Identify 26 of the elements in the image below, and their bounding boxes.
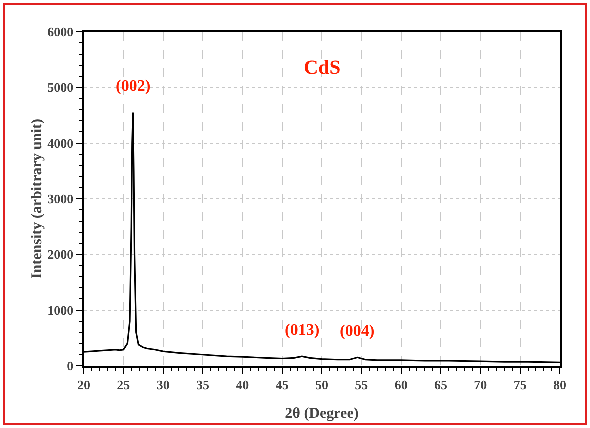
y-tick-label: 0 bbox=[67, 358, 74, 374]
x-axis-title: 2θ (Degree) bbox=[285, 406, 359, 422]
y-tick-label: 1000 bbox=[48, 302, 74, 318]
x-tick-label: 65 bbox=[434, 377, 448, 392]
x-tick-label: 60 bbox=[394, 377, 408, 392]
x-tick-label: 55 bbox=[355, 377, 369, 392]
y-tick-label: 2000 bbox=[48, 247, 74, 262]
annotation: (013) bbox=[285, 322, 320, 339]
annotation: (002) bbox=[116, 78, 151, 95]
y-tick-label: 4000 bbox=[48, 136, 74, 151]
annotation: (004) bbox=[340, 323, 375, 340]
x-tick-label: 20 bbox=[78, 377, 90, 392]
y-tick-label: 6000 bbox=[48, 24, 74, 40]
y-tick-label: 5000 bbox=[48, 80, 74, 96]
x-tick-label: 80 bbox=[554, 377, 566, 392]
x-tick-label: 70 bbox=[474, 377, 488, 392]
x-tick-label: 30 bbox=[156, 377, 170, 392]
y-tick-label: 3000 bbox=[48, 192, 74, 207]
x-tick-label: 35 bbox=[196, 377, 210, 392]
y-axis-title: Intensity (arbitrary unit) bbox=[30, 119, 46, 279]
x-tick-label: 45 bbox=[276, 377, 290, 392]
x-tick-label: 75 bbox=[514, 377, 528, 392]
x-tick-label: 25 bbox=[117, 377, 131, 392]
x-tick-label: 40 bbox=[236, 377, 250, 392]
x-tick-label: 50 bbox=[316, 377, 328, 392]
annotation: CdS bbox=[304, 57, 341, 79]
